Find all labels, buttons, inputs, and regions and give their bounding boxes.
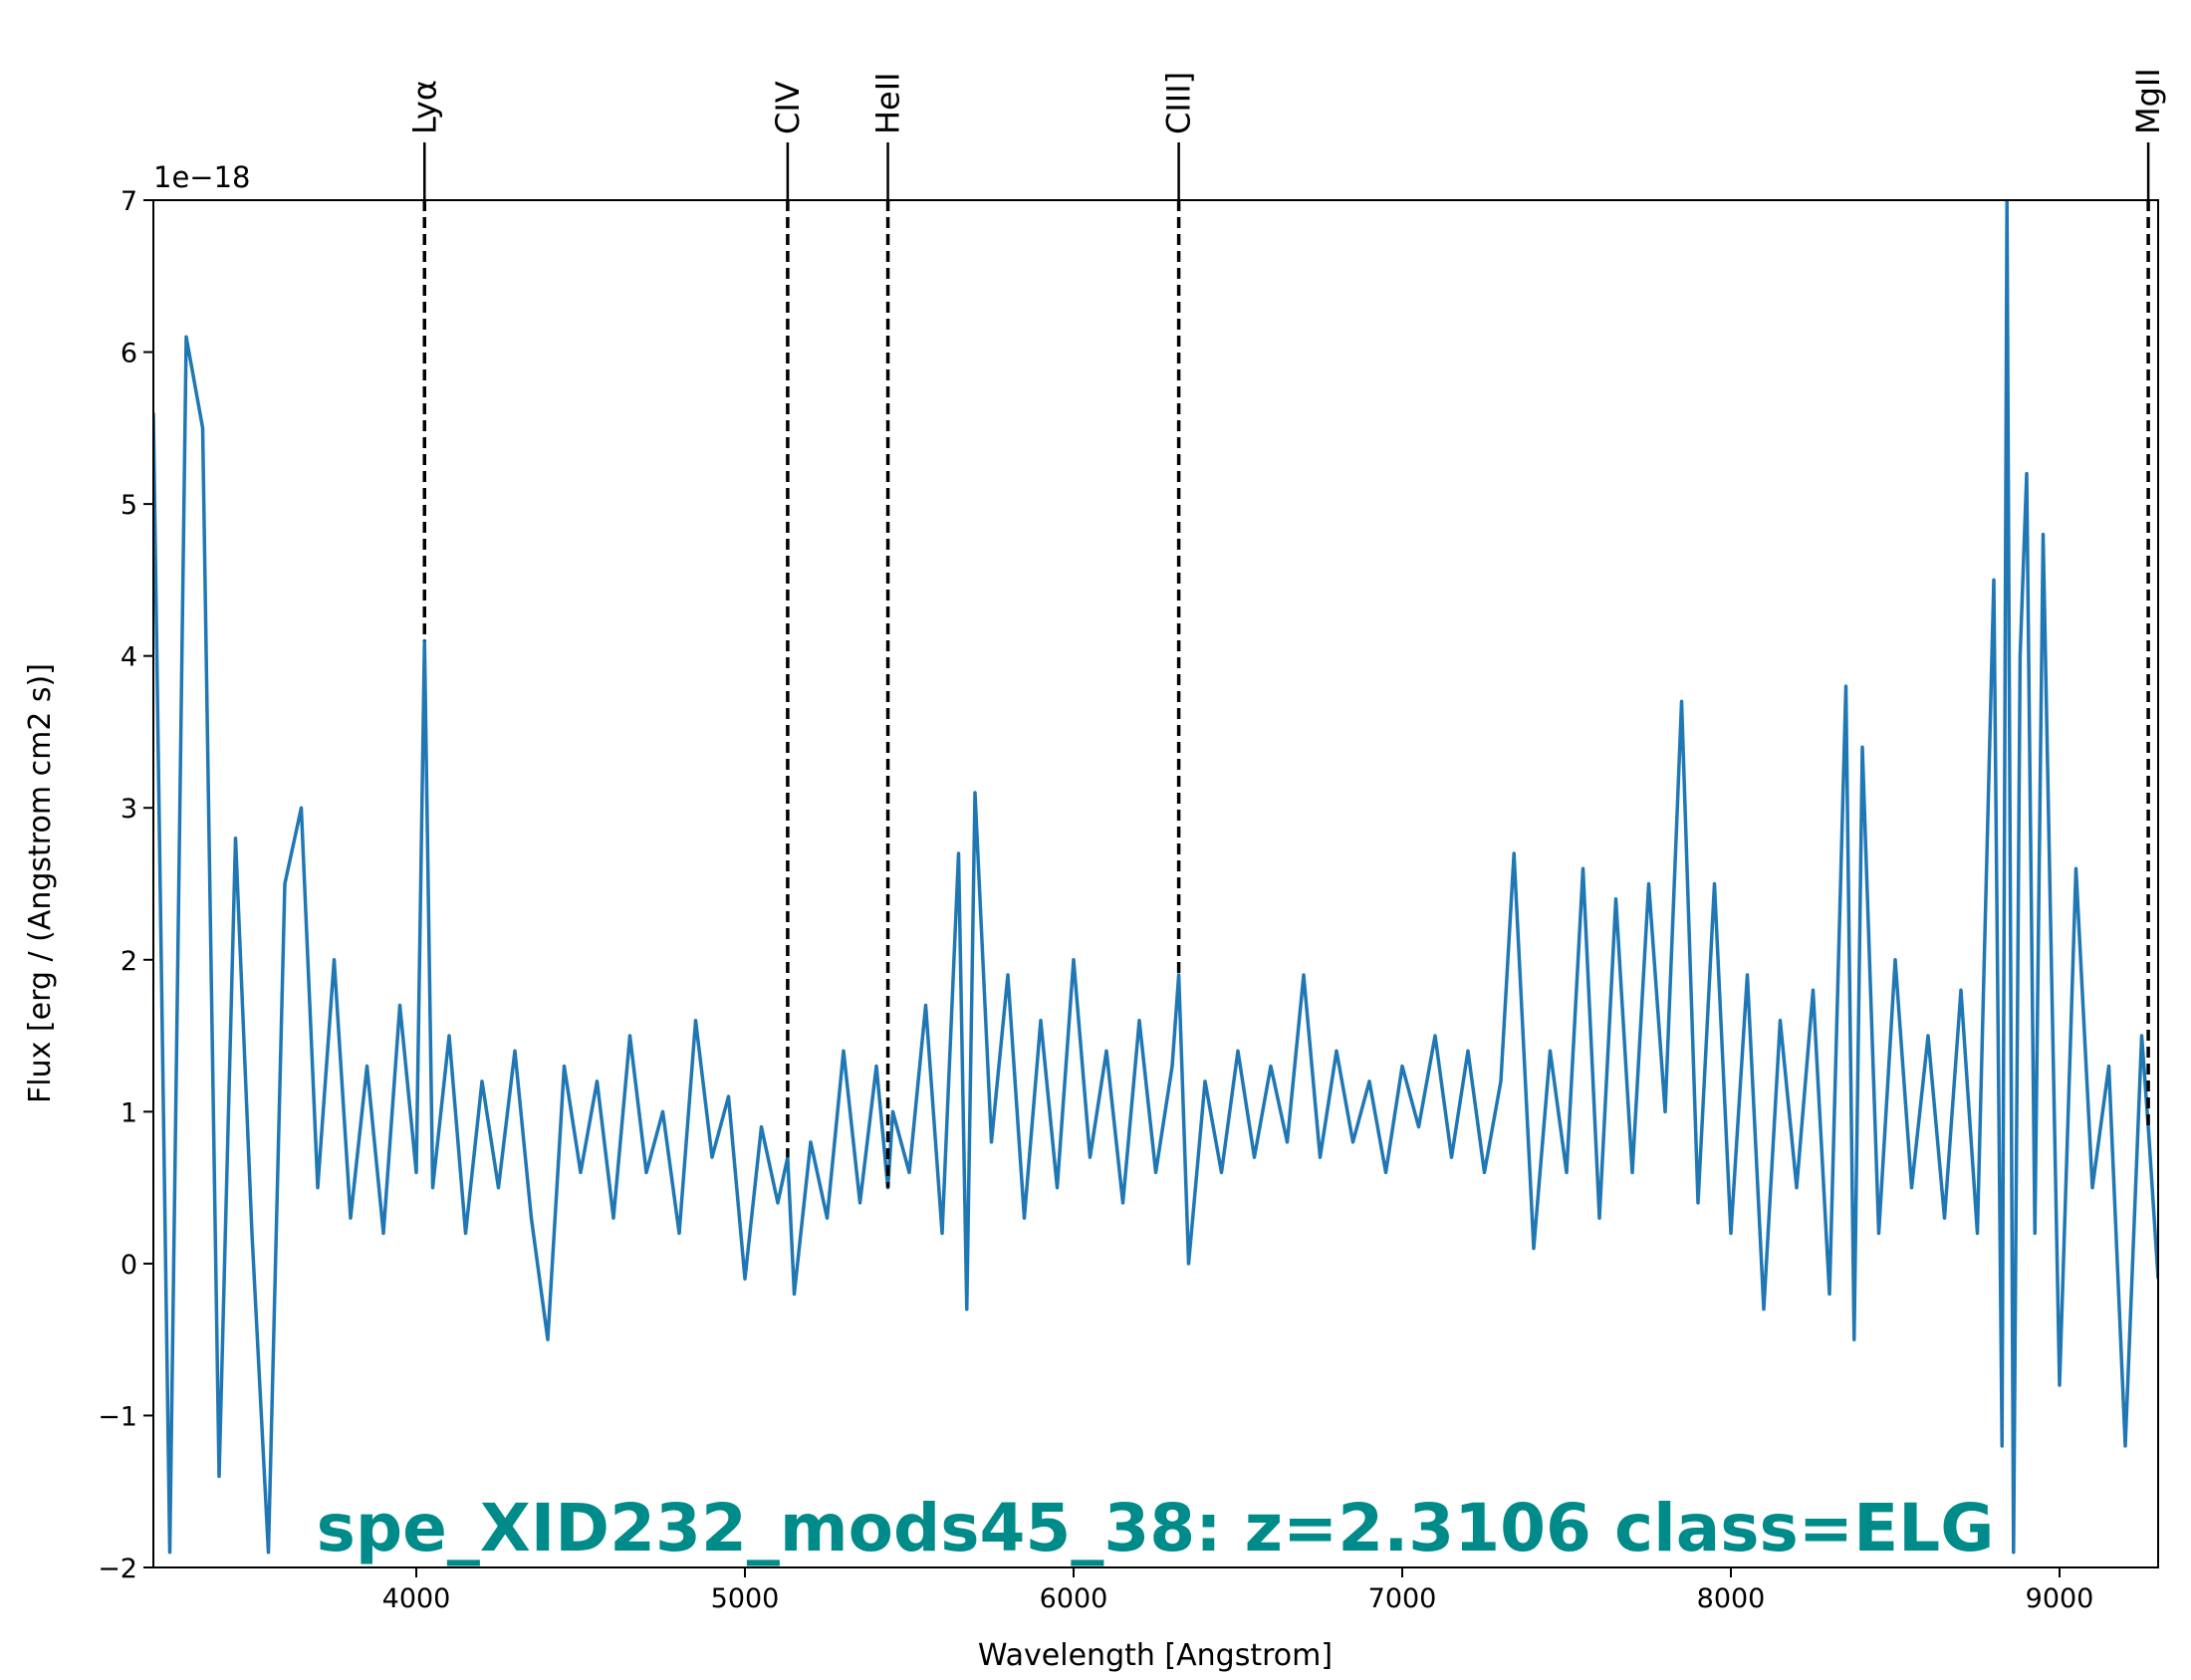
x-tick-label: 8000: [1697, 1583, 1766, 1614]
chart-title: spe_XID232_mods45_38: z=2.3106 class=ELG: [317, 1490, 1995, 1566]
y-tick-label: 3: [121, 794, 137, 825]
y-tick-label: 4: [121, 642, 137, 673]
line-marker-label: HeII: [869, 72, 907, 134]
y-tick-label: 5: [121, 490, 137, 521]
y-tick-label: 0: [121, 1250, 137, 1281]
line-marker-label: MgII: [2129, 68, 2167, 134]
x-axis-label: Wavelength [Angstrom]: [978, 1638, 1333, 1673]
x-tick-label: 5000: [711, 1583, 780, 1614]
axes-frame: [152, 199, 2159, 1568]
y-axis-label: Flux [erg / (Angstrom cm2 s)]: [23, 663, 58, 1103]
y-tick-label: −2: [98, 1554, 137, 1584]
x-tick-label: 6000: [1040, 1583, 1108, 1614]
plot-area: [153, 200, 2158, 1555]
line-marker-label: CIV: [769, 81, 807, 134]
x-tick-label: 4000: [382, 1583, 451, 1614]
y-offset-label: 1e−18: [153, 160, 251, 194]
y-tick-label: 6: [121, 339, 137, 369]
spectrum-line: [153, 200, 2158, 1555]
y-tick-label: 2: [121, 946, 137, 977]
y-tick-label: −1: [98, 1401, 137, 1432]
line-marker-label: Lyα: [405, 80, 443, 134]
x-tick-label: 9000: [2026, 1583, 2094, 1614]
y-tick-label: 1: [121, 1097, 137, 1128]
line-marker-label: CIII]: [1160, 72, 1198, 134]
x-tick-label: 7000: [1368, 1583, 1437, 1614]
y-tick-label: 7: [121, 186, 137, 217]
